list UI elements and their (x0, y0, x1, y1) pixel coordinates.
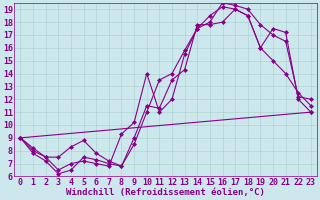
X-axis label: Windchill (Refroidissement éolien,°C): Windchill (Refroidissement éolien,°C) (66, 188, 265, 197)
